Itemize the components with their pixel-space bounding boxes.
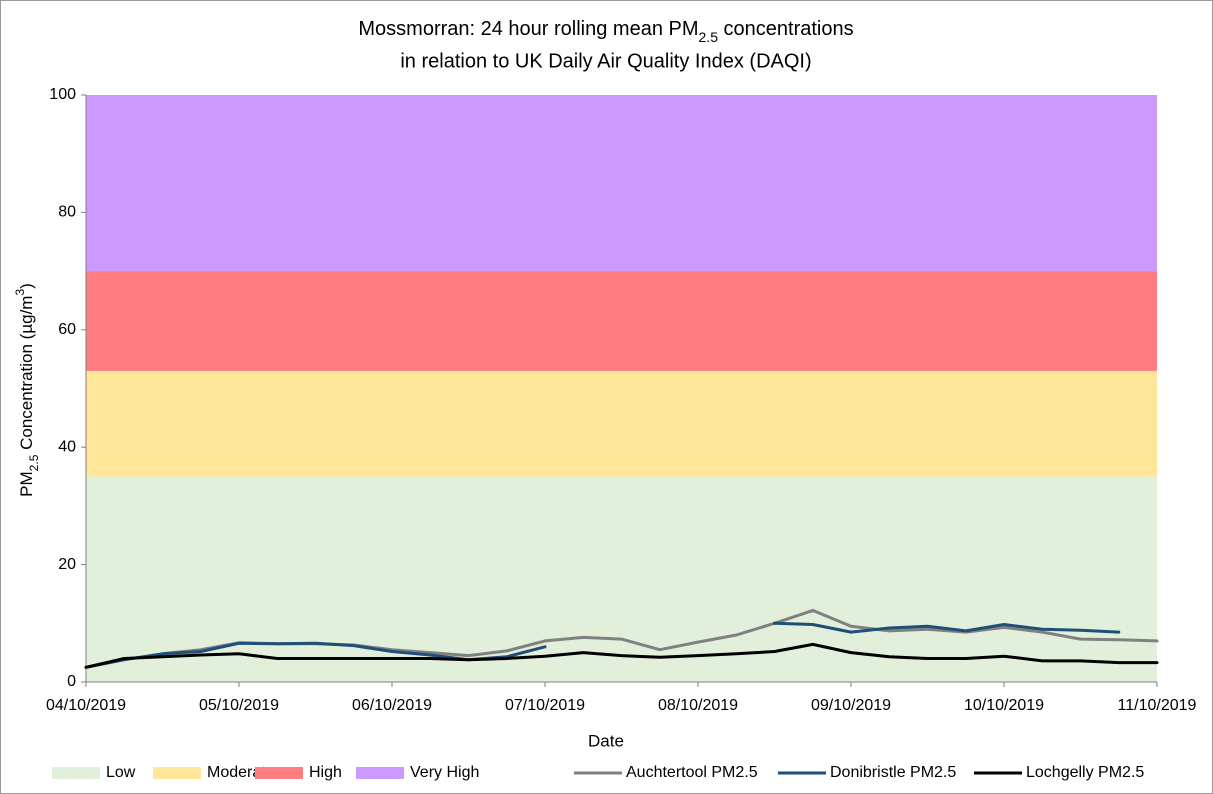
ylabel-part: ) — [17, 283, 36, 289]
legend-swatch — [356, 767, 404, 779]
y-tick-label: 0 — [67, 673, 76, 690]
chart-title: Mossmorran: 24 hour rolling mean PM2.5 c… — [358, 18, 853, 44]
y-tick-label: 20 — [58, 556, 76, 573]
y-tick-label: 40 — [58, 438, 76, 455]
y-tick-label: 80 — [58, 204, 76, 221]
band — [86, 476, 1157, 682]
series-line — [84, 642, 1159, 669]
legend-swatch — [255, 767, 303, 779]
legend-label: Auchtertool PM2.5 — [626, 764, 758, 781]
title-part: concentrations — [718, 18, 854, 40]
legend-swatch — [153, 767, 201, 779]
x-tick-label: 08/10/2019 — [658, 697, 738, 714]
y-axis-label: PM2.5 Concentration (µg/m3) — [13, 283, 41, 497]
legend-label: High — [309, 764, 342, 781]
x-tick-label: 09/10/2019 — [811, 697, 891, 714]
legend-label: Low — [106, 764, 136, 781]
ylabel-superscript: 3 — [13, 289, 27, 296]
chart-subtitle: in relation to UK Daily Air Quality Inde… — [400, 50, 811, 72]
ylabel-subscript: 2.5 — [27, 454, 41, 471]
x-tick-label: 10/10/2019 — [964, 697, 1044, 714]
legend-label: Very High — [410, 764, 479, 781]
x-tick-label: 06/10/2019 — [352, 697, 432, 714]
title-part: Mossmorran: 24 hour rolling mean PM — [358, 18, 698, 40]
x-tick-label: 11/10/2019 — [1118, 697, 1197, 714]
ylabel-part: Concentration (µg/m — [17, 296, 36, 455]
x-axis-label: Date — [588, 731, 624, 750]
ylabel-part: PM — [17, 471, 36, 497]
title-subscript: 2.5 — [699, 29, 719, 45]
x-tick-label: 05/10/2019 — [199, 697, 279, 714]
band — [86, 370, 1157, 477]
legend-swatch — [52, 767, 100, 779]
legend-label: Lochgelly PM2.5 — [1026, 764, 1144, 781]
band — [86, 271, 1157, 371]
band — [86, 95, 1157, 272]
legend-label: Donibristle PM2.5 — [830, 764, 956, 781]
x-tick-label: 07/10/2019 — [505, 697, 585, 714]
y-tick-label: 60 — [58, 321, 76, 338]
x-tick-label: 04/10/2019 — [46, 697, 126, 714]
y-tick-label: 100 — [49, 86, 76, 103]
